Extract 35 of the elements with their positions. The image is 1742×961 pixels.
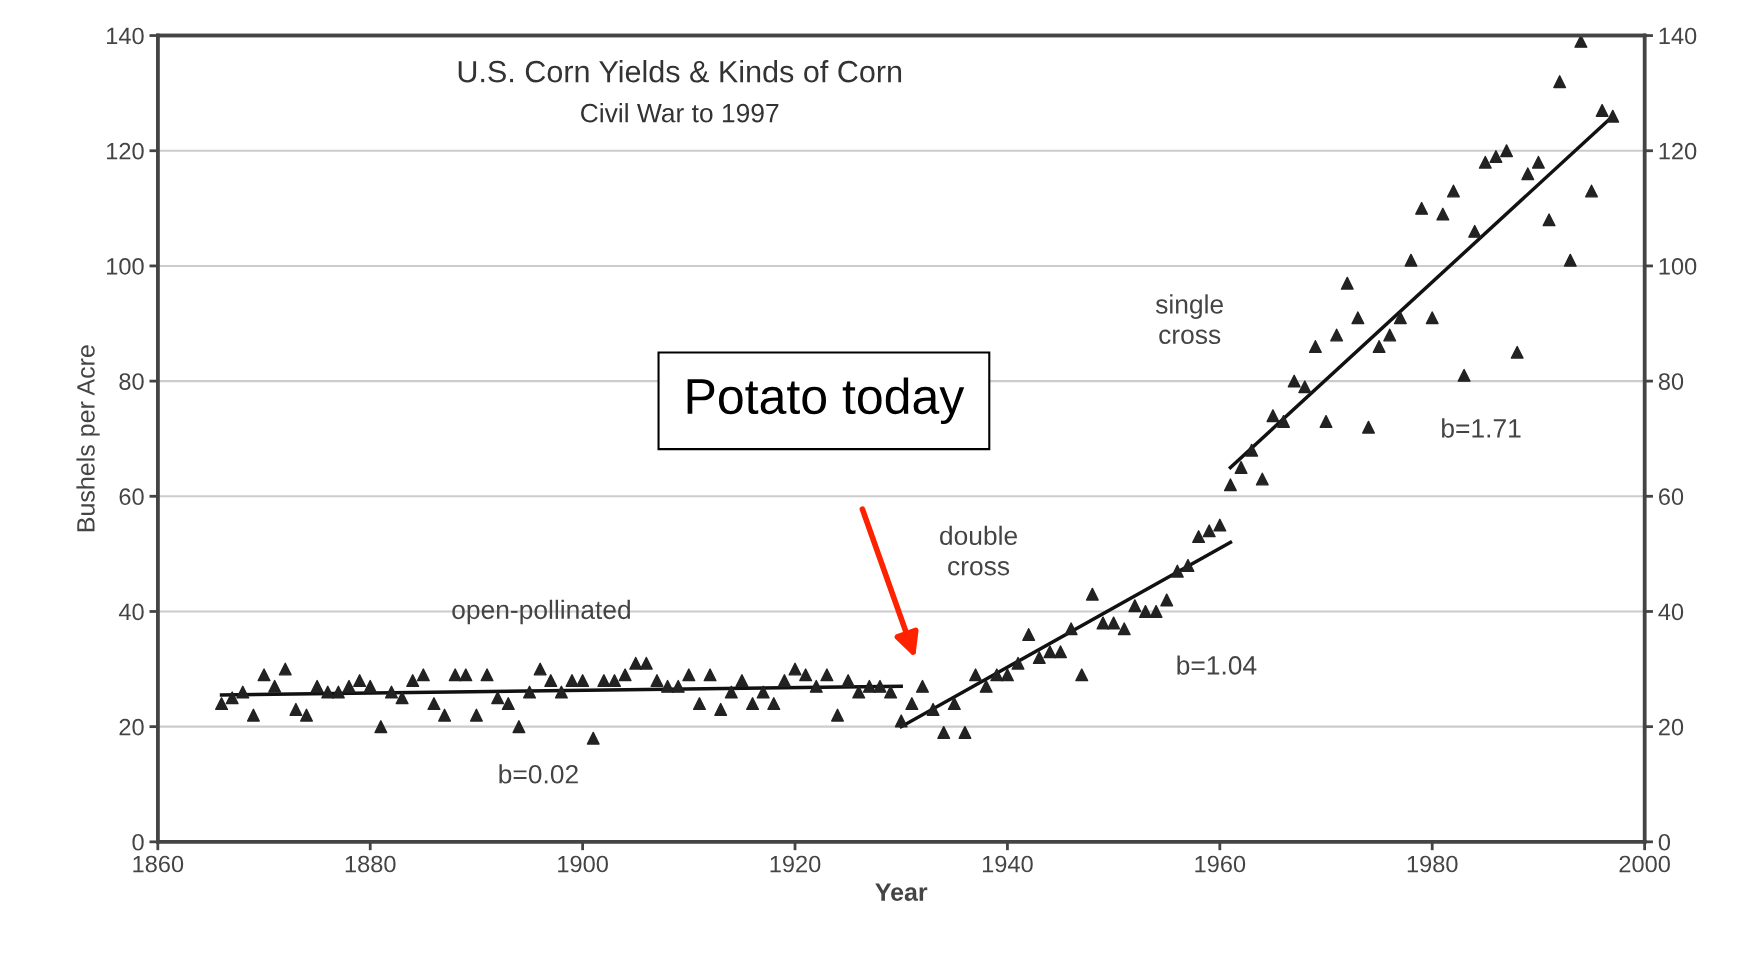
y-tick-label: 140 [107,27,144,45]
annotation: b=1.71 [1442,418,1521,438]
y2-tick-label: 60 [1659,488,1684,506]
y2-tick-label: 40 [1658,603,1684,621]
y-tick-label: 40 [118,603,144,621]
y2-tick-label: 100 [1659,257,1697,275]
y-tick-label: 120 [107,142,144,160]
y2-tick-label: 120 [1659,142,1697,160]
x-tick-label: 1860 [133,855,184,873]
x-tick-label: 2000 [1619,855,1670,873]
y-axis-title: Bushels per Acre [76,345,100,532]
y-tick-label: 80 [119,373,144,390]
y-tick-label: 20 [119,718,144,736]
x-tick-label: 1940 [982,855,1033,873]
annotation: b=1.04 [1177,655,1257,675]
x-axis-title: Year [875,883,928,901]
y2-tick-label: 80 [1658,373,1684,390]
annotation: open-pollinated [452,599,630,625]
annotation: Potato today [687,377,965,425]
y2-tick-label: 20 [1659,718,1684,736]
annotation: single cross [1155,294,1223,345]
text: U.S. Corn Yields & Kinds of Corn [458,60,902,83]
y-tick-label: 60 [119,488,144,506]
x-tick-label: 1920 [770,855,821,873]
y-tick-label: 0 [132,833,144,851]
annotation: b=0.02 [499,764,578,784]
y2-tick-label: 0 [1658,833,1671,851]
annotation: double cross [940,525,1017,576]
x-tick-label: 1880 [345,855,396,873]
y2-tick-label: 140 [1659,27,1697,45]
y-tick-label: 100 [107,257,144,275]
text: Civil War to 1997 [581,103,779,123]
x-tick-label: 1960 [1195,855,1246,873]
x-tick-label: 1900 [558,855,608,873]
x-tick-label: 1980 [1407,855,1458,873]
